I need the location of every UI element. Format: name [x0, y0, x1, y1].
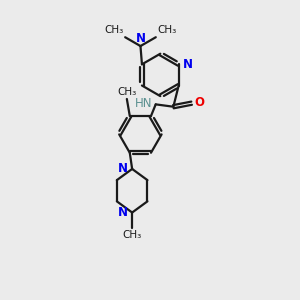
- Text: CH₃: CH₃: [104, 26, 124, 35]
- Text: N: N: [182, 58, 193, 71]
- Text: CH₃: CH₃: [122, 230, 142, 241]
- Text: CH₃: CH₃: [117, 87, 136, 97]
- Text: CH₃: CH₃: [157, 26, 176, 35]
- Text: HN: HN: [135, 97, 153, 110]
- Text: N: N: [118, 206, 128, 219]
- Text: N: N: [118, 162, 128, 175]
- Text: O: O: [195, 96, 205, 110]
- Text: N: N: [136, 32, 146, 45]
